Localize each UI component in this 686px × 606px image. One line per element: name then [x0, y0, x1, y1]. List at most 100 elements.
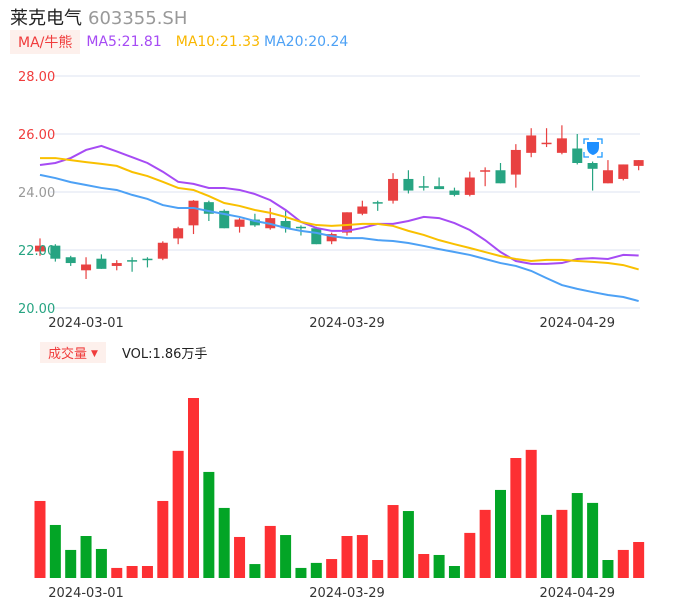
- volume-bar: [341, 536, 353, 578]
- volume-tag-label: 成交量: [48, 347, 88, 362]
- candle-body: [418, 186, 429, 188]
- x-tick-label: 2024-03-01: [48, 316, 124, 331]
- volume-bar: [402, 511, 414, 578]
- volume-bar: [541, 514, 553, 578]
- indicator-selector[interactable]: MA/牛熊: [10, 30, 81, 54]
- volume-value: VOL:1.86万手: [121, 347, 208, 362]
- marker-shield: [587, 142, 599, 155]
- candle-body: [449, 190, 460, 195]
- volume-bar: [34, 500, 46, 578]
- volume-bar: [387, 505, 399, 578]
- candle-body: [96, 258, 107, 269]
- volume-x-tick-label: 2024-03-29: [309, 586, 385, 601]
- candle-body: [142, 258, 153, 261]
- candle-body: [249, 219, 260, 226]
- y-tick-label: 24.00: [18, 186, 55, 201]
- volume-bar: [65, 549, 77, 578]
- volume-bar: [633, 542, 645, 578]
- ma10-label: MA10:21.33: [175, 34, 261, 50]
- volume-x-tick-label: 2024-04-29: [539, 586, 615, 601]
- volume-bar: [234, 536, 246, 578]
- volume-bar: [571, 493, 583, 578]
- candle-body: [556, 138, 567, 153]
- volume-bar: [525, 449, 537, 578]
- dropdown-arrow-icon: ▼: [91, 349, 98, 359]
- candle-body: [602, 170, 613, 184]
- volume-bar: [602, 560, 614, 578]
- volume-bar: [433, 554, 445, 578]
- candle-body: [65, 257, 76, 264]
- volume-bar: [418, 554, 430, 578]
- volume-indicator-selector[interactable]: 成交量 ▼: [40, 342, 106, 363]
- volume-bar: [372, 560, 384, 578]
- candle-body: [357, 206, 368, 214]
- volume-bar: [157, 500, 169, 578]
- x-tick-label: 2024-04-29: [539, 316, 615, 331]
- candle-body: [480, 170, 491, 172]
- marker-frame: [583, 138, 603, 158]
- volume-bar: [295, 567, 307, 578]
- volume-bar: [448, 566, 460, 578]
- stock-name: 莱克电气: [10, 8, 82, 29]
- candle-body: [342, 212, 352, 233]
- volume-bar: [264, 525, 276, 578]
- y-tick-label: 26.00: [18, 128, 55, 143]
- x-tick-label: 2024-03-29: [309, 316, 385, 331]
- ma5-line: [39, 144, 639, 265]
- candle-body: [219, 210, 230, 229]
- volume-bar: [95, 548, 107, 578]
- volume-bar: [111, 567, 123, 578]
- event-marker-icon[interactable]: [583, 138, 603, 158]
- candle-body: [434, 186, 445, 190]
- volume-bar: [218, 507, 230, 578]
- volume-bar: [617, 549, 629, 578]
- volume-bar: [326, 559, 338, 578]
- candle-body: [403, 178, 414, 191]
- candle-body: [81, 264, 92, 271]
- volume-bar: [510, 458, 522, 578]
- candle-body: [372, 202, 383, 204]
- ma20-label: MA20:20.24: [264, 34, 349, 50]
- candle-body: [157, 242, 168, 259]
- volume-bar: [141, 566, 153, 578]
- candle-body: [633, 160, 644, 166]
- candle-body: [526, 135, 537, 153]
- volume-bar: [310, 562, 322, 578]
- candle-body: [173, 228, 184, 239]
- candle-body: [127, 260, 138, 262]
- volume-bar: [464, 532, 476, 578]
- volume-bar: [172, 450, 184, 578]
- volume-bar: [203, 471, 215, 578]
- candle-body: [311, 228, 322, 245]
- volume-x-tick-label: 2024-03-01: [48, 586, 124, 601]
- candle-body: [510, 149, 521, 175]
- volume-bar: [49, 524, 61, 578]
- ma5-label: MA5:21.81: [86, 34, 162, 50]
- y-tick-label: 22.00: [18, 244, 55, 259]
- stock-code: 603355.SH: [88, 8, 188, 29]
- volume-bar: [249, 564, 261, 578]
- candle-body: [326, 234, 337, 242]
- ma20-line: [39, 173, 639, 303]
- candle-body: [234, 219, 245, 227]
- volume-bar: [356, 535, 368, 578]
- volume-bar: [188, 398, 199, 578]
- candle-body: [203, 202, 214, 214]
- candle-body: [111, 263, 122, 266]
- candle-body: [280, 221, 291, 229]
- candle-body: [541, 142, 552, 145]
- candle-body: [495, 170, 506, 184]
- volume-bar: [479, 509, 491, 578]
- volume-bar: [587, 502, 599, 578]
- candle-body: [388, 178, 399, 201]
- volume-bar: [495, 489, 506, 578]
- volume-bar: [80, 536, 92, 578]
- ma-legend: MA/牛熊 MA5:21.81 MA10:21.33 MA20:20.24: [10, 30, 348, 54]
- candle-body: [587, 163, 598, 169]
- y-tick-label: 20.00: [18, 302, 55, 317]
- candle-body: [295, 226, 306, 229]
- volume-legend: 成交量 ▼ VOL:1.86万手: [40, 342, 207, 363]
- candle-body: [50, 245, 61, 259]
